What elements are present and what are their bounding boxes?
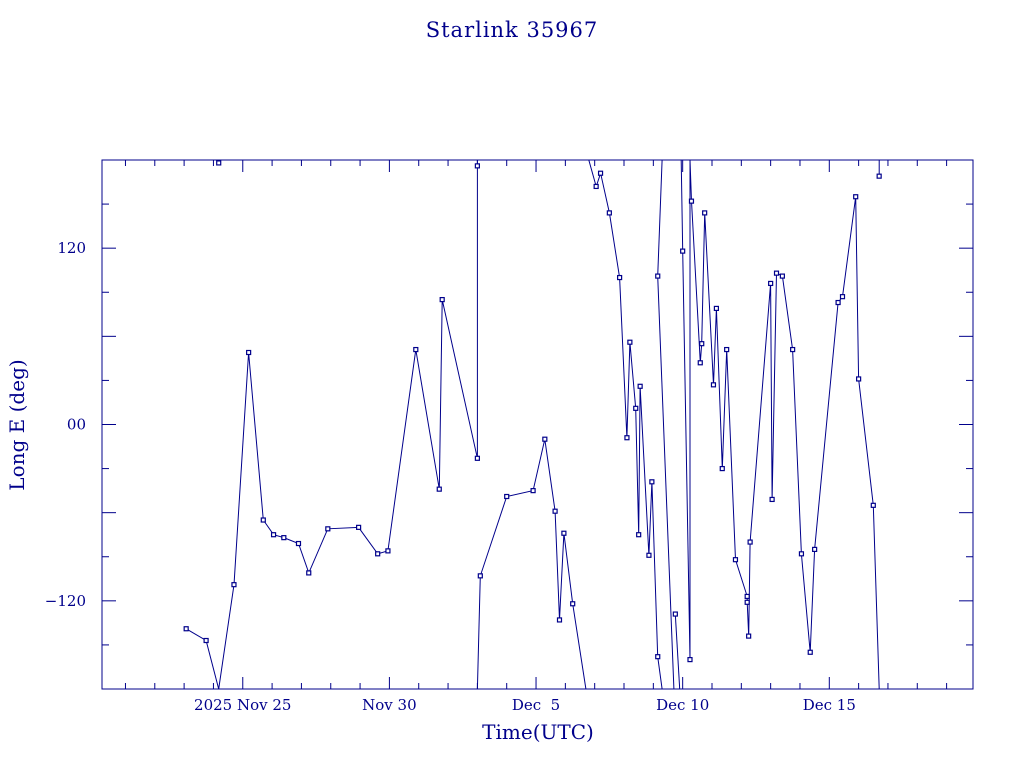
x-tick-label: Dec 5 [512,696,560,714]
data-point [552,508,558,514]
x-axis-label: Time(UTC) [482,720,594,744]
y-tick-label: 00 [67,416,86,434]
data-point [839,294,846,300]
data-point [295,540,302,547]
data-point [474,455,480,461]
series-line [588,160,663,689]
x-tick-label: Dec 10 [656,696,709,714]
data-point [724,346,730,353]
data-point [270,532,277,538]
data-point [655,273,661,279]
data-point [556,617,563,623]
data-point [439,296,445,303]
data-point [385,548,391,554]
data-point [790,346,796,353]
data-point [637,383,643,389]
data-point [477,573,483,579]
data-point [746,633,752,639]
x-tick-label: Nov 30 [362,696,417,714]
data-point [570,601,576,607]
data-point [812,546,818,553]
data-point [697,360,703,366]
data-point [719,465,725,472]
data-point [281,535,287,541]
data-point [306,570,312,576]
data-point [646,552,652,558]
data-point [504,493,510,500]
series-line [674,614,681,689]
data-point [260,517,266,523]
y-tick-label: 120 [57,239,86,257]
data-point [649,479,655,485]
series-group [183,160,882,689]
y-tick-label: −120 [45,592,86,610]
data-point [747,539,753,545]
data-point [203,637,209,644]
data-point [699,341,705,347]
data-point [474,163,480,169]
plot-area [183,160,882,689]
data-point [672,611,678,617]
series-line [218,160,478,689]
series-line [185,628,220,689]
data-point [636,532,642,538]
data-point [702,210,708,216]
data-point [835,299,841,306]
data-point [325,526,331,532]
data-point [617,274,623,281]
data-point [375,551,381,557]
data-point [356,524,362,530]
data-point [870,502,876,508]
data-point [593,183,599,190]
x-tick-label: 2025 Nov 25 [194,696,291,714]
data-point [732,557,739,563]
chart-title: Starlink 35967 [426,18,599,42]
series-line [476,439,587,689]
data-point [680,248,686,254]
data-point [798,551,805,557]
data-point [768,280,774,287]
data-point [853,194,859,200]
x-tick-label: Dec 15 [803,696,856,714]
data-point [687,657,693,663]
data-point [744,593,750,600]
data-point [856,376,862,382]
data-point [542,436,548,442]
series-line [680,160,880,689]
plot-frame [101,159,974,690]
data-point [655,654,661,660]
series-line [657,160,675,689]
data-point [744,599,750,605]
data-point [710,382,717,388]
data-point [436,486,442,492]
data-point [530,488,536,494]
data-point [627,339,633,345]
data-point [688,198,695,204]
data-point [606,210,612,216]
data-point [713,305,719,312]
data-point [231,582,237,588]
data-point [876,173,882,179]
data-point [633,405,639,411]
data-point [624,435,630,441]
data-point [561,530,567,536]
data-point [807,649,813,655]
data-point [779,273,785,279]
axis-ticks [102,159,973,690]
y-axis-label: Long E (deg) [5,359,29,490]
data-point [769,496,775,503]
data-point [597,170,604,176]
data-point [246,349,252,356]
data-point [216,160,222,166]
data-point [413,346,419,353]
data-point [183,626,189,632]
data-point [773,270,780,276]
axis-tick-labels: 2025 Nov 25 Nov 30 Dec 5 Dec 10 Dec 15 120 00 −… [45,239,856,714]
